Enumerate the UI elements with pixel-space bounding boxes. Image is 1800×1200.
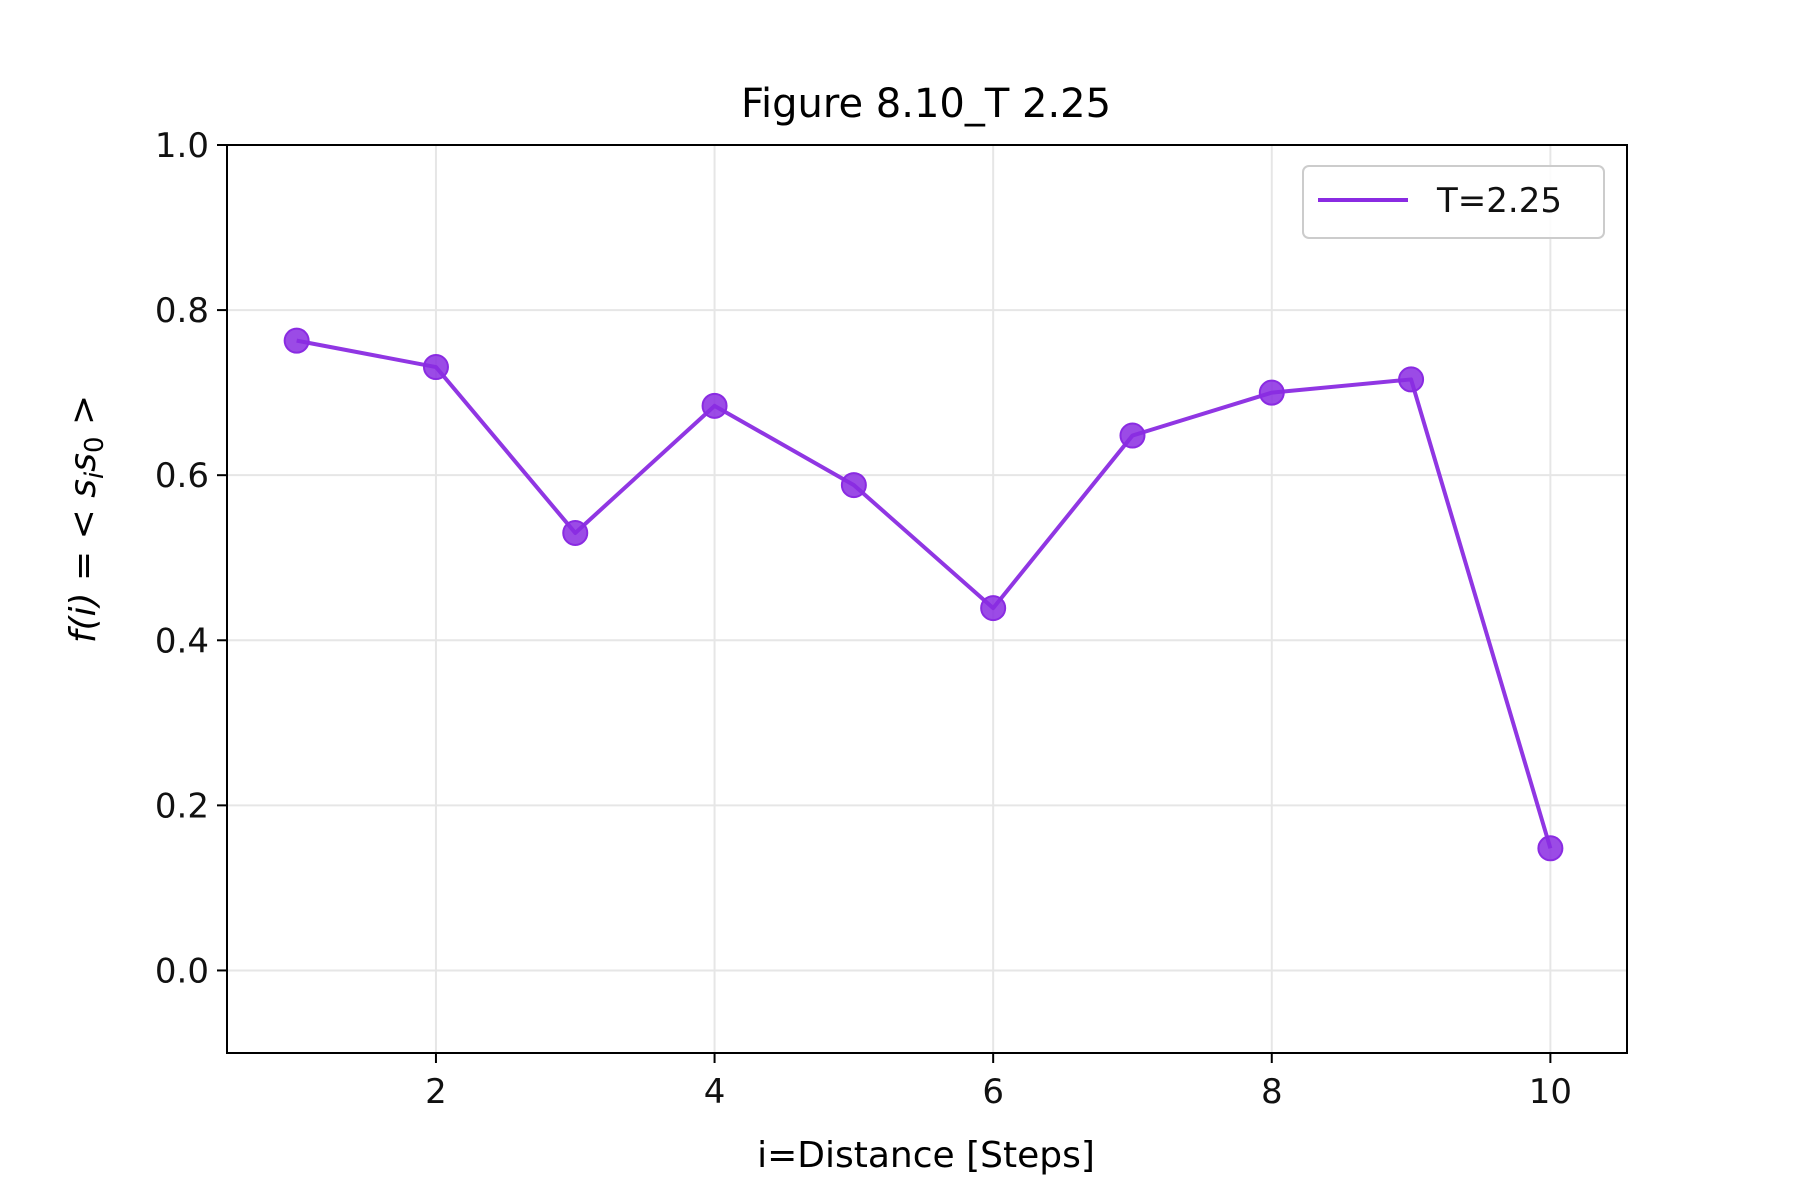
data-point-0-6 (1119, 422, 1146, 449)
axes (226, 144, 1628, 1054)
data-point-0-8 (1398, 366, 1425, 393)
y-tick-label-0: 0.0 (155, 951, 209, 991)
data-point-0-4 (840, 472, 867, 499)
data-point-0-7 (1258, 379, 1285, 406)
x-axis-label: i=Distance [Steps] (757, 1135, 1095, 1176)
y-tick-label-2: 0.4 (155, 621, 209, 661)
ticks: 2 4 6 8 10 0.0 0.2 0.4 0.6 0.8 1.0 (155, 126, 1572, 1112)
y-label-close: > (63, 395, 104, 437)
data-point-0-0 (283, 327, 310, 354)
x-tick-label-3: 8 (1261, 1072, 1283, 1112)
series-line-0 (296, 338, 1553, 849)
data-point-0-3 (701, 392, 728, 419)
y-tick-label-4: 0.8 (155, 291, 209, 331)
data-point-0-2 (562, 519, 589, 546)
data-point-0-1 (422, 354, 449, 381)
data-point-0-9 (1537, 835, 1564, 862)
y-tick-label-5: 1.0 (155, 126, 209, 166)
y-label-s1: s (63, 479, 104, 498)
y-tick-label-3: 0.6 (155, 456, 209, 496)
plot-frame (226, 144, 1628, 1054)
y-label-sub2: 0 (80, 436, 110, 453)
y-axis-label: f(i) = < sis0 > (63, 395, 110, 643)
y-label-lhs: f(i) (63, 592, 104, 643)
y-label-eq: = < (63, 498, 104, 593)
series (283, 327, 1564, 862)
x-tick-label-1: 4 (704, 1072, 726, 1112)
chart-title: Figure 8.10_T 2.25 (741, 81, 1111, 127)
x-tick-label-2: 6 (982, 1072, 1004, 1112)
y-tick-label-1: 0.2 (155, 786, 209, 826)
legend-label: T=2.25 (1436, 181, 1562, 221)
y-label-sub1: i (80, 471, 110, 479)
x-tick-label-4: 10 (1529, 1072, 1572, 1112)
legend: T=2.25 (1302, 165, 1605, 239)
legend-box (1302, 165, 1605, 239)
y-label-s2: s (63, 453, 104, 472)
x-tick-label-0: 2 (425, 1072, 447, 1112)
data-point-0-5 (980, 595, 1007, 622)
